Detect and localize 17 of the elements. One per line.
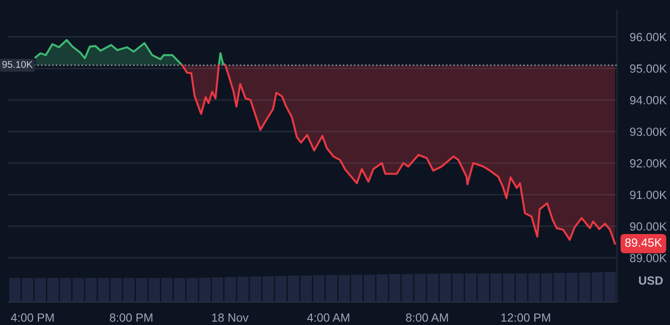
x-tick-label: 8:00 AM bbox=[406, 313, 448, 322]
x-tick-label: 4:00 AM bbox=[307, 313, 350, 322]
ref-line-label: 95.10K bbox=[2, 60, 33, 68]
annotation: 89.45K bbox=[625, 238, 662, 247]
x-tick-label: 8:00 PM bbox=[110, 313, 152, 322]
y-tick-label: 93.00K bbox=[630, 128, 667, 136]
y-tick-label: 92.00K bbox=[630, 159, 667, 168]
x-tick-label: 18 Nov bbox=[212, 313, 249, 322]
y-tick-label: 91.00K bbox=[630, 190, 667, 200]
y-tick-label: 96.00K bbox=[630, 32, 667, 42]
x-tick-label: 12:00 PM bbox=[501, 313, 550, 322]
y-axis-title: USD bbox=[639, 276, 663, 285]
y-tick-label: 94.00K bbox=[630, 96, 667, 104]
y-tick-label: 89.00K bbox=[630, 254, 667, 262]
x-tick-label: 4:00 PM bbox=[10, 313, 54, 322]
y-tick-label: 90.00K bbox=[630, 222, 667, 231]
y-tick-label: 95.00K bbox=[630, 64, 667, 73]
